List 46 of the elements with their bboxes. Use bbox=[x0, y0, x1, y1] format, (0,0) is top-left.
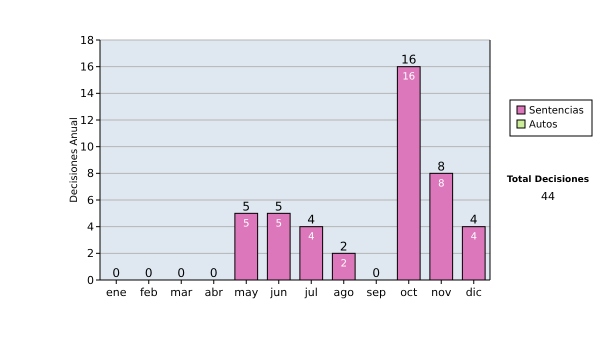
data-label: 5 bbox=[243, 218, 250, 230]
data-label: 8 bbox=[438, 178, 444, 190]
total-label: 0 bbox=[144, 266, 153, 280]
x-tick-label: jul bbox=[304, 286, 318, 299]
x-tick-label: abr bbox=[204, 286, 224, 299]
y-tick-label: 14 bbox=[80, 87, 94, 100]
total-label: 16 bbox=[401, 52, 416, 67]
total-label: 0 bbox=[112, 266, 120, 280]
data-label: 4 bbox=[308, 232, 314, 243]
x-tick-label: feb bbox=[140, 286, 158, 299]
data-label: 5 bbox=[276, 218, 282, 230]
data-label: 4 bbox=[470, 232, 477, 243]
y-tick-label: 2 bbox=[87, 247, 94, 260]
y-tick-label: 6 bbox=[87, 194, 94, 207]
x-tick-label: ago bbox=[334, 286, 354, 299]
total-label: 4 bbox=[470, 212, 478, 227]
data-label: 16 bbox=[402, 72, 416, 83]
x-tick-label: ene bbox=[106, 286, 127, 299]
data-label: 2 bbox=[340, 258, 347, 270]
total-label: 0 bbox=[177, 266, 186, 280]
x-tick-label: mar bbox=[170, 286, 193, 299]
x-tick-label: may bbox=[234, 286, 259, 299]
x-tick-label: oct bbox=[400, 286, 418, 299]
total-label: 5 bbox=[274, 199, 283, 214]
text: Total Decisiones bbox=[506, 175, 590, 185]
total-label: 0 bbox=[210, 266, 218, 280]
legend-label: Sentencias bbox=[529, 106, 584, 116]
y-tick-label: 18 bbox=[80, 34, 94, 47]
text: 44 bbox=[541, 190, 555, 203]
total-label: 4 bbox=[307, 212, 316, 227]
x-tick-label: nov bbox=[431, 286, 452, 299]
legend-label: Autos bbox=[529, 120, 558, 130]
y-tick-label: 12 bbox=[80, 114, 94, 127]
y-tick-label: 8 bbox=[87, 167, 94, 180]
y-tick-label: 10 bbox=[80, 140, 94, 154]
x-tick-label: sep bbox=[366, 286, 386, 299]
total-label: 8 bbox=[437, 159, 446, 174]
y-tick-label: 4 bbox=[87, 220, 94, 234]
total-label: 0 bbox=[372, 266, 380, 280]
y-tick-label: 0 bbox=[87, 274, 94, 287]
x-tick-label: jun bbox=[269, 286, 288, 299]
y-axis-title: Decisiones Anual bbox=[69, 117, 80, 203]
y-tick-label: 16 bbox=[80, 60, 94, 74]
x-tick-label: dic bbox=[466, 286, 482, 299]
total-label: 5 bbox=[242, 199, 250, 214]
total-label: 2 bbox=[340, 239, 348, 254]
